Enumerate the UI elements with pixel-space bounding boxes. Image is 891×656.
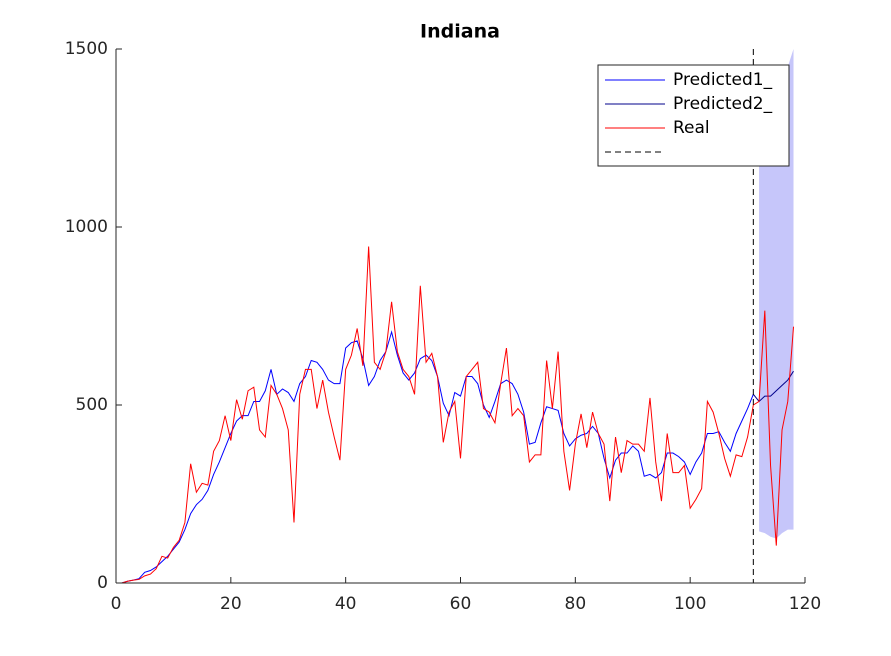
x-tick-label: 100 <box>674 594 706 614</box>
x-tick-label: 40 <box>335 594 357 614</box>
x-tick-label: 120 <box>789 594 821 614</box>
chart-title: Indiana <box>420 21 500 43</box>
y-tick-label: 0 <box>97 573 108 593</box>
series-line <box>752 370 794 403</box>
legend-label: Predicted1_ <box>673 70 773 90</box>
x-tick-label: 0 <box>111 594 122 614</box>
legend-label: Predicted2_ <box>673 94 773 114</box>
x-tick-label: 60 <box>450 594 472 614</box>
legend-label: Real <box>673 118 710 138</box>
y-tick-label: 500 <box>76 395 108 415</box>
x-tick-label: 80 <box>565 594 587 614</box>
series-line <box>121 246 795 584</box>
legend-box <box>597 64 790 167</box>
y-tick-label: 1000 <box>65 217 108 237</box>
y-tick-label: 1500 <box>65 39 108 59</box>
x-tick-label: 20 <box>220 594 242 614</box>
